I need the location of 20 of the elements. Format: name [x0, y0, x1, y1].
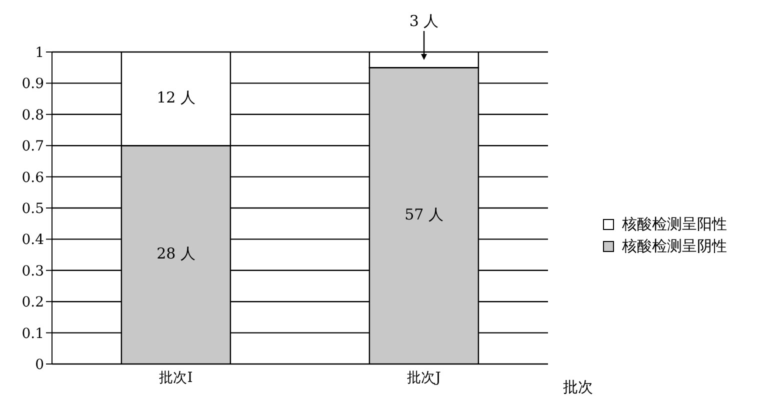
- y-tick-label: 0.8: [22, 107, 44, 124]
- y-tick-label: 0.3: [22, 263, 44, 280]
- y-tick-label: 0.5: [22, 200, 44, 217]
- annotation: 57 人: [404, 206, 444, 224]
- annotation: 3 人: [409, 12, 439, 30]
- y-tick-label: 0.7: [22, 138, 44, 155]
- y-tick-label: 1: [35, 44, 44, 61]
- y-tick-label: 0.2: [22, 294, 44, 311]
- annotation: 28 人: [156, 244, 196, 263]
- y-tick-label: 0: [35, 356, 44, 373]
- y-tick-label: 0.9: [22, 76, 44, 92]
- y-tick-label: 0.4: [22, 232, 44, 248]
- x-axis-title: 批次: [563, 378, 593, 397]
- legend-label: 核酸检测呈阴性: [622, 236, 727, 257]
- x-tick-label: 批次J: [407, 370, 441, 386]
- legend-label: 核酸检测呈阳性: [622, 214, 727, 235]
- y-tick-label: 0.1: [22, 326, 44, 342]
- y-tick-label: 0.6: [22, 170, 44, 186]
- x-tick-label: 批次I: [159, 370, 193, 386]
- annotation: 12 人: [156, 88, 196, 107]
